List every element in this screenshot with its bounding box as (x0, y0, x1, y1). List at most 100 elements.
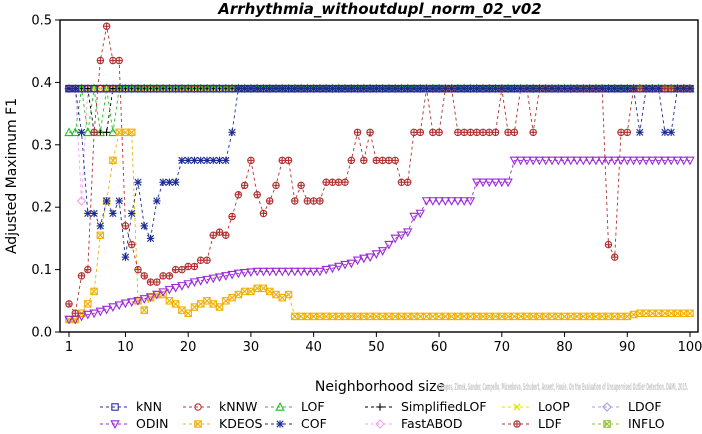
data-point-ldf (159, 272, 167, 280)
data-point-odin (653, 156, 664, 166)
data-point-cof (77, 128, 86, 137)
data-point-cof (222, 156, 230, 165)
data-point-cof (516, 84, 525, 93)
data-point-cof (190, 156, 199, 165)
data-point-kdeos (567, 312, 575, 321)
data-point-ldf (416, 128, 425, 137)
data-point-cof (661, 128, 669, 137)
data-point-odin (359, 254, 369, 264)
data-point-odin (371, 250, 382, 259)
legend-label: LDOF (628, 399, 662, 414)
data-point-ldf (102, 22, 111, 30)
data-point-odin (177, 282, 187, 291)
data-point-ldf (360, 156, 368, 165)
data-point-kdeos (140, 306, 149, 314)
data-point-kdeos (554, 312, 563, 321)
data-point-cof (460, 84, 468, 93)
data-point-odin (584, 156, 595, 166)
data-point-cof (253, 84, 261, 93)
data-point-odin (522, 156, 532, 166)
data-point-cof (535, 84, 544, 93)
data-point-odin (459, 197, 469, 206)
data-point-cof (197, 156, 205, 165)
data-point-cof (96, 222, 105, 230)
data-point-cof (378, 84, 387, 93)
data-point-ldf (171, 265, 180, 274)
data-point-cof (366, 84, 374, 93)
data-point-cof (466, 84, 475, 93)
data-point-cof (328, 84, 337, 93)
data-point-odin (446, 197, 457, 206)
data-point-cof (153, 197, 161, 205)
data-point-kdeos (661, 309, 669, 318)
data-point-odin (566, 156, 576, 166)
series-line-lof (69, 88, 690, 133)
data-point-ldf (140, 272, 149, 280)
data-point-odin (334, 262, 344, 272)
data-point-odin (377, 247, 388, 256)
data-point-ldf (222, 231, 230, 240)
data-point-odin (484, 178, 494, 188)
data-point-odin (365, 253, 375, 263)
data-point-cof (510, 84, 519, 93)
data-point-odin (465, 197, 476, 206)
data-point-cof (266, 84, 274, 93)
data-point-cof (554, 84, 562, 93)
series-markers (64, 22, 695, 325)
data-point-ldf (385, 156, 393, 165)
data-point-odin (597, 156, 607, 166)
data-point-cof (573, 84, 581, 93)
data-point-kdeos (265, 287, 274, 296)
data-point-ldf (109, 56, 117, 65)
data-point-ldf (397, 178, 406, 186)
data-point-kdeos (90, 287, 98, 296)
data-point-cof (203, 156, 211, 165)
data-point-cof (228, 128, 236, 137)
data-point-odin (265, 267, 275, 277)
data-point-cof (209, 156, 217, 165)
data-point-fastabod (76, 196, 87, 206)
data-point-kdeos (190, 303, 199, 311)
data-point-odin (559, 156, 570, 166)
data-point-simplifiedlof (84, 84, 92, 93)
data-point-cof (247, 84, 255, 93)
legend-item-simplifiedlof: SimplifiedLOF (365, 399, 487, 414)
data-point-odin (89, 309, 99, 319)
data-point-ldf (604, 240, 613, 249)
data-point-cof (146, 234, 155, 243)
data-point-ldf (366, 128, 374, 137)
data-point-odin (610, 156, 620, 166)
data-point-ldf (178, 265, 186, 274)
data-point-cof (592, 84, 600, 93)
data-point-cof (598, 84, 606, 93)
data-point-odin (139, 295, 149, 304)
legend-label: COF (301, 416, 327, 431)
data-point-kdeos (529, 312, 537, 321)
legend-marker-fastabod (375, 419, 385, 429)
data-point-kdeos (171, 300, 180, 308)
data-point-odin (396, 231, 407, 241)
data-point-cof (322, 84, 330, 93)
data-point-ldf (334, 178, 343, 186)
legend-marker-ldf (513, 420, 521, 428)
data-point-odin (76, 312, 87, 322)
legend-label: SimplifiedLOF (401, 399, 487, 414)
legend-label: kNNW (219, 399, 257, 414)
series-line-cof (69, 88, 690, 258)
data-point-cof (309, 84, 318, 93)
data-point-kdeos (548, 312, 556, 321)
data-point-odin (152, 290, 162, 300)
data-point-cof (648, 84, 657, 93)
data-point-ldf (77, 272, 86, 280)
legend-marker-knn (111, 403, 119, 411)
data-point-odin (528, 156, 538, 166)
data-point-cof (642, 84, 650, 93)
legend-item-loop: LoOP (502, 399, 570, 414)
data-point-ldf (272, 181, 280, 190)
y-tick-label: 0.0 (31, 326, 52, 341)
data-point-ldf (278, 156, 287, 165)
data-point-ldf (328, 178, 337, 186)
y-tick-label: 0.4 (31, 76, 52, 91)
data-point-odin (246, 268, 256, 278)
data-point-kdeos (209, 300, 218, 308)
